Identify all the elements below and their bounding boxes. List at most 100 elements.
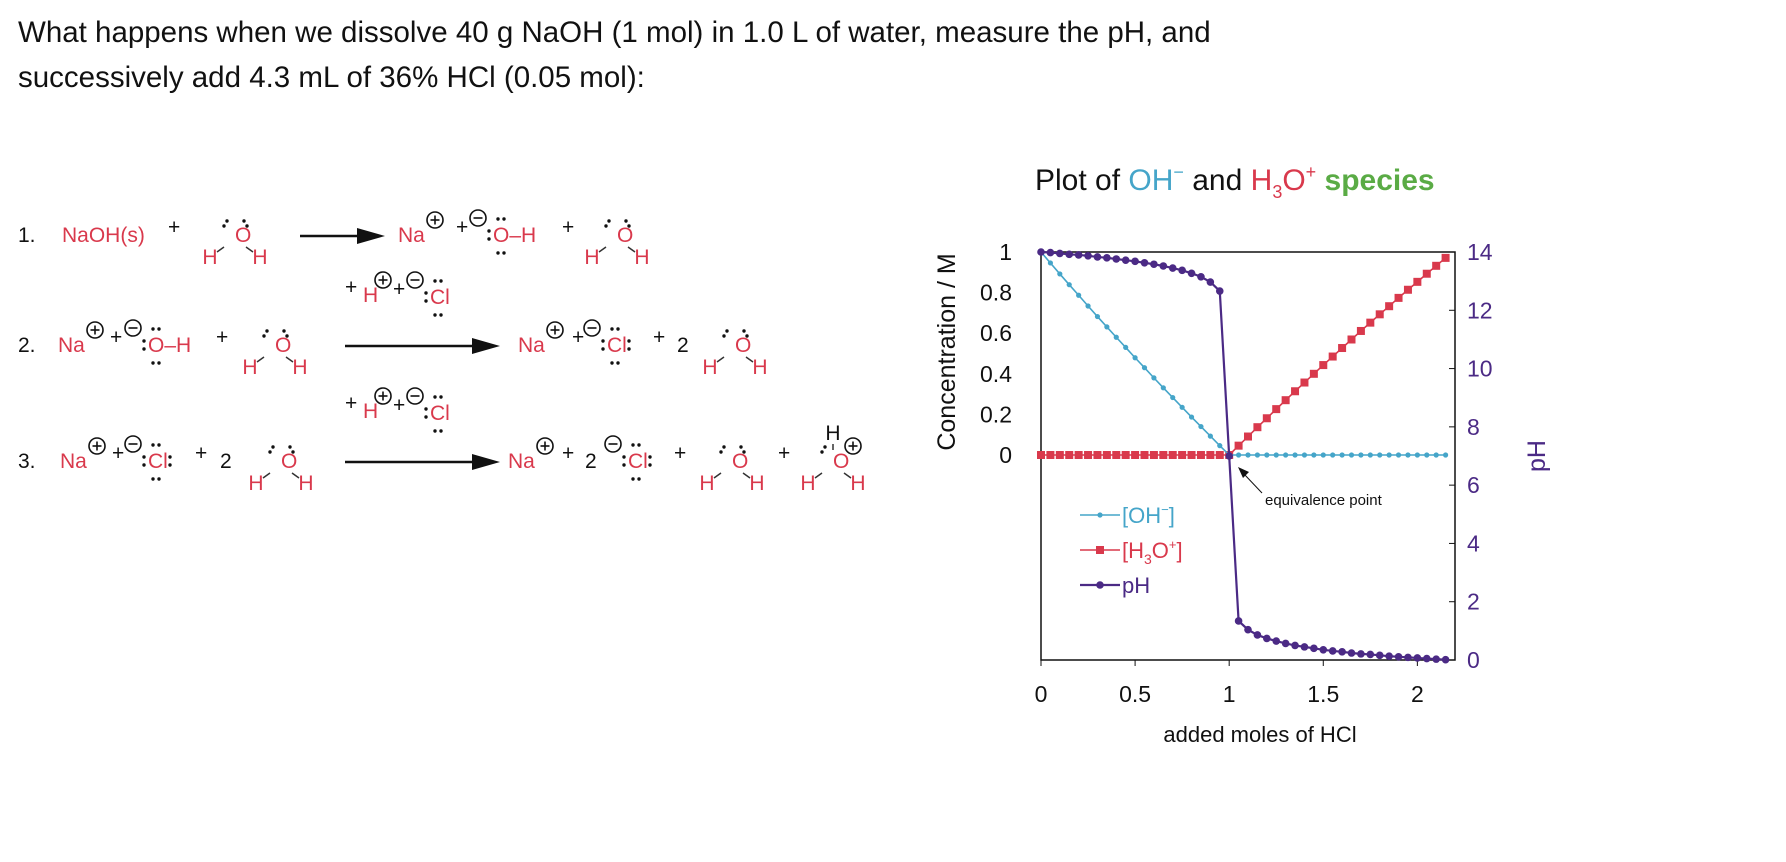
svg-text:Na: Na [58,334,85,357]
lone-pair-dot [627,347,631,351]
data-point [1264,452,1270,458]
y2-tick-label: 10 [1467,356,1493,382]
lone-pair-dot [487,229,491,233]
data-point [1187,269,1196,278]
arrowhead-icon [472,338,500,354]
data-point [1253,631,1262,639]
lone-pair-dot [271,445,275,449]
data-point [1094,313,1101,320]
data-point [1422,654,1431,663]
legend-marker [1097,512,1103,518]
data-point [1414,452,1420,458]
legend-label-ph: pH [1122,573,1150,598]
lone-pair-dot [439,429,443,433]
svg-text:H: H [850,472,865,495]
negative-charge-icon [124,435,142,453]
data-point [1300,643,1309,651]
lone-pair-dot [439,279,443,283]
data-point [1093,253,1102,261]
svg-text:O: O [833,450,849,473]
data-point [1132,355,1138,361]
svg-text:1.: 1. [18,224,36,247]
lone-pair-dot [424,291,428,295]
data-point [1319,361,1328,370]
svg-text:+: + [112,442,124,465]
svg-text:+: + [393,278,405,301]
svg-text:H: H [298,472,313,495]
svg-text:H: H [584,246,599,269]
data-point [1187,451,1196,459]
negative-charge-icon [124,319,142,337]
lone-pair-dot [601,347,605,351]
lone-pair-dot [439,313,443,317]
lone-pair-dot [142,463,146,467]
data-point [1076,292,1082,298]
data-point [1281,639,1290,648]
svg-text:H: H [825,422,840,445]
data-point [1385,652,1393,661]
data-point [1395,452,1402,458]
lone-pair-dot [262,334,266,338]
svg-text:+: + [572,326,584,349]
series-h3o [1037,253,1450,459]
lone-pair-dot [604,224,608,228]
positive-charge-icon [426,211,444,229]
x-tick-label: 1.5 [1307,681,1339,707]
plus-sign: + [110,316,125,376]
data-point [1404,653,1412,662]
y2-tick-label: 12 [1467,297,1493,323]
lone-pair-dot [648,455,652,459]
lone-pair-dot [285,334,289,338]
svg-text:H: H [749,472,764,495]
lone-pair-dot [282,329,286,333]
data-point [1197,272,1205,281]
svg-text:2: 2 [585,450,597,473]
data-point [1386,452,1392,458]
data-point [1283,452,1289,458]
negative-charge-icon [583,319,601,337]
y-tick-label: 0.8 [980,280,1012,306]
svg-text:H: H [292,356,307,379]
svg-text:O–H: O–H [493,224,536,247]
series-line [1040,251,1446,456]
plus-sign: + [195,432,210,492]
data-point [1168,451,1177,459]
lone-pair-dot [291,450,295,454]
data-point [1046,248,1055,257]
svg-text:H: H [699,472,714,495]
lone-pair-dot [601,339,605,343]
svg-text:H: H [252,246,267,269]
legend-label-oh: [OH−] [1122,502,1175,528]
negative-charge-icon [406,387,424,405]
svg-text:3.: 3. [18,450,36,473]
lone-pair-dot [648,463,652,467]
plus-sign: + [168,206,183,266]
data-point [1292,452,1298,458]
data-point [1188,414,1195,420]
data-point [1424,452,1430,458]
data-point [1065,250,1074,259]
svg-text:Na: Na [518,334,545,357]
lone-pair-dot [151,443,155,447]
svg-text:+: + [456,216,468,239]
svg-text:Cl: Cl [628,450,648,473]
svg-text:H: H [702,356,717,379]
data-point [1356,326,1365,335]
lone-pair-dot [225,219,229,223]
negative-charge-icon [406,271,424,289]
svg-text:2: 2 [220,450,232,473]
equivalence-point-label: equivalence point [1265,492,1383,509]
data-point [1254,452,1261,458]
data-point [1150,260,1158,269]
lone-pair-dot [745,334,749,338]
y2-tick-label: 14 [1467,239,1493,265]
data-point [1422,269,1431,278]
svg-text:H: H [634,246,649,269]
data-point [1102,451,1111,459]
data-point [1413,277,1422,286]
svg-text:+: + [562,216,574,239]
data-point [1301,452,1308,458]
data-point [1046,451,1055,459]
lone-pair-dot [610,361,614,365]
